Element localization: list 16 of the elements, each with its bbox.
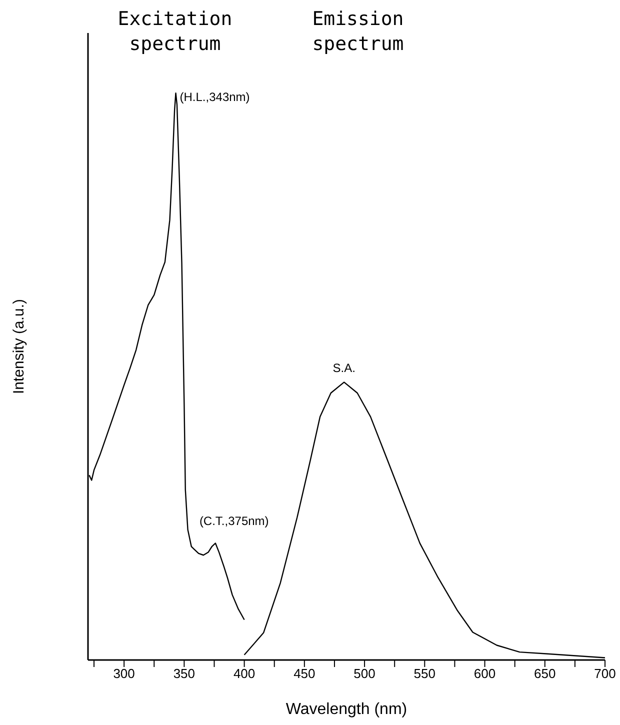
x-tick-label: 400 bbox=[233, 666, 256, 682]
annotation: (H.L.,343nm) bbox=[180, 90, 250, 104]
x-tick-label: 350 bbox=[173, 666, 196, 682]
x-tick-label: 450 bbox=[294, 666, 316, 682]
x-tick-label: 300 bbox=[113, 666, 135, 682]
y-axis-title: Intensity (a.u.) bbox=[10, 298, 28, 394]
x-tick-label: 600 bbox=[474, 666, 496, 682]
text: Emission spectrum bbox=[312, 8, 404, 55]
x-tick-label: 650 bbox=[534, 666, 556, 682]
x-tick-label: 550 bbox=[414, 666, 436, 682]
annotation: (C.T.,375nm) bbox=[199, 514, 269, 528]
text: Excitation spectrum bbox=[118, 8, 232, 55]
annotation: S.A. bbox=[332, 361, 356, 376]
x-axis-title: Wavelength (nm) bbox=[286, 701, 408, 718]
x-tick-label: 500 bbox=[354, 666, 376, 682]
x-tick-label: 700 bbox=[594, 666, 616, 682]
